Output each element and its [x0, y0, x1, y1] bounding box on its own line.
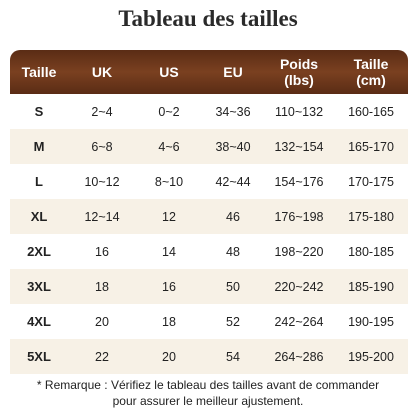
table-body: S 2~4 0~2 34~36 110~132 160-165 M 6~8 4~6 38~40 13…: [10, 94, 408, 374]
header-cell: Taille: [10, 50, 68, 94]
size-table: Taille UK US EU Poids (lbs) Taille (cm) S 2~4 0…: [10, 50, 408, 374]
table-cell: 10~12: [84, 174, 120, 189]
table-cell: 46: [202, 199, 264, 234]
table-cell: 16: [95, 244, 109, 259]
table-cell: 50: [202, 269, 264, 304]
table-cell: 198~220: [274, 244, 324, 259]
table-cell: 195-200: [334, 339, 408, 374]
table-cell: 20: [95, 314, 109, 329]
table-cell: 14: [162, 244, 176, 259]
table-row: 5XL 22 20 54 264~286 195-200: [10, 339, 408, 374]
table-cell: 110~132: [274, 104, 324, 119]
header-cell: US: [136, 50, 202, 94]
table-cell: 48: [226, 244, 240, 259]
header-cell: Poids (lbs): [264, 50, 334, 94]
table-cell: 38~40: [202, 129, 264, 164]
table-cell: 264~286: [264, 339, 334, 374]
note: * Remarque : Vérifiez le tableau des tai…: [36, 378, 380, 408]
table-row: 4XL 20 18 52 242~264 190-195: [10, 304, 408, 339]
table-cell: 42~44: [215, 174, 251, 189]
size-cell: S: [34, 104, 44, 119]
table-cell: 16: [136, 269, 202, 304]
table-cell: 20: [136, 339, 202, 374]
table-cell: 160-165: [348, 104, 394, 119]
table-cell: 165-170: [334, 129, 408, 164]
table-cell: 176~198: [264, 199, 334, 234]
table-cell: 18: [162, 314, 176, 329]
table-row: 3XL 18 16 50 220~242 185-190: [10, 269, 408, 304]
table-row: XL 12~14 12 46 176~198 175-180: [10, 199, 408, 234]
table-row: M 6~8 4~6 38~40 132~154 165-170: [10, 129, 408, 164]
table-cell: 185-190: [334, 269, 408, 304]
table-row: L 10~12 8~10 42~44 154~176 170-175: [10, 164, 408, 199]
header-cell: Taille (cm): [334, 50, 408, 94]
table-cell: 34~36: [215, 104, 251, 119]
table-row: S 2~4 0~2 34~36 110~132 160-165: [10, 94, 408, 129]
table-cell: 22: [68, 339, 136, 374]
table-row: 2XL 16 14 48 198~220 180-185: [10, 234, 408, 269]
table-cell: 8~10: [154, 174, 184, 189]
table-cell: 54: [202, 339, 264, 374]
table-cell: 52: [226, 314, 240, 329]
table-cell: 220~242: [264, 269, 334, 304]
table-cell: 12~14: [68, 199, 136, 234]
title: Tableau des tailles: [118, 6, 298, 31]
table-cell: 0~2: [158, 104, 180, 119]
size-cell: 2XL: [27, 244, 51, 259]
table-cell: 242~264: [274, 314, 324, 329]
table-cell: 2~4: [91, 104, 113, 119]
size-cell: 4XL: [27, 314, 51, 329]
table-cell: 180-185: [348, 244, 394, 259]
size-cell: XL: [10, 199, 68, 234]
table-cell: 175-180: [334, 199, 408, 234]
table-cell: 190-195: [348, 314, 394, 329]
table-cell: 6~8: [68, 129, 136, 164]
table-cell: 154~176: [274, 174, 324, 189]
size-cell: L: [35, 174, 43, 189]
header-row: Taille UK US EU Poids (lbs) Taille (cm): [10, 50, 408, 94]
size-cell: 3XL: [10, 269, 68, 304]
table-cell: 132~154: [264, 129, 334, 164]
size-cell: 5XL: [10, 339, 68, 374]
header-cell: UK: [68, 50, 136, 94]
size-cell: M: [10, 129, 68, 164]
table-cell: 4~6: [136, 129, 202, 164]
table-cell: 18: [68, 269, 136, 304]
table-cell: 12: [136, 199, 202, 234]
table-cell: 170-175: [348, 174, 394, 189]
header-cell: EU: [202, 50, 264, 94]
